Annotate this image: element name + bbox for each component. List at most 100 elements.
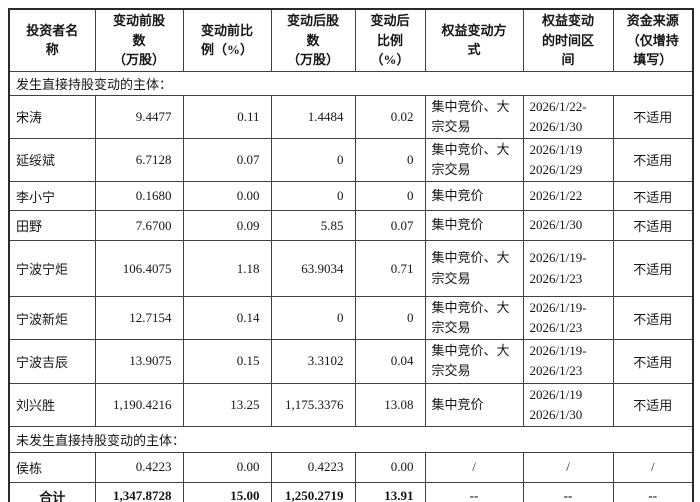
pct-before-cell: 0.14 xyxy=(182,296,272,341)
equity-change-table: 投资者名 称 变动前股 数 （万股） 变动前比 例（%） 变动后股 数 （万股）… xyxy=(8,8,694,502)
section-row-changed: 发生直接持股变动的主体： xyxy=(8,70,694,96)
shares-before-cell: 1,190.4216 xyxy=(94,382,184,427)
method-total-cell: -- xyxy=(424,481,524,502)
method-cell: 集中竞价 xyxy=(424,382,524,427)
period-cell: 2026/1/22- 2026/1/30 xyxy=(522,94,614,139)
method-cell: 集中竞价、大 宗交易 xyxy=(424,137,524,183)
col-header-shares-after: 变动后股 数 （万股） xyxy=(270,8,356,72)
shares-before-cell: 106.4075 xyxy=(94,240,184,298)
table-row: 李小宁 0.1680 0.00 0 0 集中竞价 2026/1/22 不适用 xyxy=(8,181,694,212)
total-label-cell: 合计 xyxy=(8,481,96,502)
source-total-cell: -- xyxy=(612,481,694,502)
method-cell: 集中竞价、大 宗交易 xyxy=(424,296,524,341)
pct-before-cell: 0.07 xyxy=(182,137,272,183)
shares-after-cell: 63.9034 xyxy=(270,240,356,298)
pct-before-cell: 13.25 xyxy=(182,382,272,427)
pct-after-cell: 0 xyxy=(354,296,426,341)
col-header-pct-before: 变动前比 例（%） xyxy=(182,8,272,72)
section-label-unchanged: 未发生直接持股变动的主体： xyxy=(8,425,694,453)
investor-name-cell: 延绥斌 xyxy=(8,137,96,183)
source-cell: 不适用 xyxy=(612,339,694,384)
period-cell: / xyxy=(522,451,614,483)
table-row: 侯栋 0.4223 0.00 0.4223 0.00 / / / xyxy=(8,451,694,483)
pct-before-cell: 0.11 xyxy=(182,94,272,139)
source-cell: 不适用 xyxy=(612,240,694,298)
pct-before-total-cell: 15.00 xyxy=(182,481,272,502)
shares-after-cell: 1.4484 xyxy=(270,94,356,139)
col-header-shares-before: 变动前股 数 （万股） xyxy=(94,8,184,72)
period-cell: 2026/1/19 2026/1/30 xyxy=(522,382,614,427)
investor-name-cell: 李小宁 xyxy=(8,181,96,212)
pct-after-cell: 0.71 xyxy=(354,240,426,298)
pct-after-cell: 0.04 xyxy=(354,339,426,384)
method-cell: 集中竞价 xyxy=(424,210,524,242)
table-row: 宁波新炬 12.7154 0.14 0 0 集中竞价、大 宗交易 2026/1/… xyxy=(8,296,694,341)
shares-after-cell: 3.3102 xyxy=(270,339,356,384)
table-row: 宁波宁炬 106.4075 1.18 63.9034 0.71 集中竞价、大 宗… xyxy=(8,240,694,298)
shares-after-cell: 1,175.3376 xyxy=(270,382,356,427)
period-cell: 2026/1/22 xyxy=(522,181,614,212)
investor-name-cell: 刘兴胜 xyxy=(8,382,96,427)
shares-before-cell: 9.4477 xyxy=(94,94,184,139)
pct-after-cell: 13.08 xyxy=(354,382,426,427)
shares-after-cell: 0.4223 xyxy=(270,451,356,483)
shares-before-cell: 13.9075 xyxy=(94,339,184,384)
pct-after-total-cell: 13.91 xyxy=(354,481,426,502)
shares-after-cell: 0 xyxy=(270,181,356,212)
investor-name-cell: 宁波宁炬 xyxy=(8,240,96,298)
method-cell: / xyxy=(424,451,524,483)
col-header-pct-after: 变动后 比例 （%） xyxy=(354,8,426,72)
pct-after-cell: 0.02 xyxy=(354,94,426,139)
period-cell: 2026/1/19 2026/1/29 xyxy=(522,137,614,183)
table-row: 宋涛 9.4477 0.11 1.4484 0.02 集中竞价、大 宗交易 20… xyxy=(8,94,694,139)
source-cell: 不适用 xyxy=(612,210,694,242)
pct-before-cell: 0.15 xyxy=(182,339,272,384)
col-header-fund-source: 资金来源 （仅增持 填写） xyxy=(612,8,694,72)
table-row: 田野 7.6700 0.09 5.85 0.07 集中竞价 2026/1/30 … xyxy=(8,210,694,242)
col-header-investor-name: 投资者名 称 xyxy=(8,8,96,72)
pct-before-cell: 0.09 xyxy=(182,210,272,242)
shares-before-cell: 6.7128 xyxy=(94,137,184,183)
period-cell: 2026/1/19- 2026/1/23 xyxy=(522,240,614,298)
shares-after-cell: 0 xyxy=(270,137,356,183)
total-row: 合计 1,347.8728 15.00 1,250.2719 13.91 -- … xyxy=(8,481,694,502)
pct-before-cell: 0.00 xyxy=(182,451,272,483)
source-cell: 不适用 xyxy=(612,181,694,212)
shares-after-total-cell: 1,250.2719 xyxy=(270,481,356,502)
col-header-change-method: 权益变动方 式 xyxy=(424,8,524,72)
pct-before-cell: 1.18 xyxy=(182,240,272,298)
period-cell: 2026/1/19- 2026/1/23 xyxy=(522,296,614,341)
table-row: 刘兴胜 1,190.4216 13.25 1,175.3376 13.08 集中… xyxy=(8,382,694,427)
investor-name-cell: 侯栋 xyxy=(8,451,96,483)
source-cell: / xyxy=(612,451,694,483)
investor-name-cell: 宁波吉辰 xyxy=(8,339,96,384)
method-cell: 集中竞价、大 宗交易 xyxy=(424,94,524,139)
source-cell: 不适用 xyxy=(612,94,694,139)
table-row: 延绥斌 6.7128 0.07 0 0 集中竞价、大 宗交易 2026/1/19… xyxy=(8,137,694,183)
shares-before-total-cell: 1,347.8728 xyxy=(94,481,184,502)
pct-after-cell: 0.00 xyxy=(354,451,426,483)
method-cell: 集中竞价、大 宗交易 xyxy=(424,339,524,384)
shares-before-cell: 0.1680 xyxy=(94,181,184,212)
col-header-change-period: 权益变动 的时间区 间 xyxy=(522,8,614,72)
shares-before-cell: 0.4223 xyxy=(94,451,184,483)
period-total-cell: -- xyxy=(522,481,614,502)
method-cell: 集中竞价 xyxy=(424,181,524,212)
source-cell: 不适用 xyxy=(612,296,694,341)
shares-after-cell: 0 xyxy=(270,296,356,341)
investor-name-cell: 宋涛 xyxy=(8,94,96,139)
pct-before-cell: 0.00 xyxy=(182,181,272,212)
source-cell: 不适用 xyxy=(612,382,694,427)
shares-before-cell: 12.7154 xyxy=(94,296,184,341)
shares-before-cell: 7.6700 xyxy=(94,210,184,242)
pct-after-cell: 0 xyxy=(354,181,426,212)
header-row: 投资者名 称 变动前股 数 （万股） 变动前比 例（%） 变动后股 数 （万股）… xyxy=(8,8,694,72)
period-cell: 2026/1/30 xyxy=(522,210,614,242)
period-cell: 2026/1/19- 2026/1/23 xyxy=(522,339,614,384)
investor-name-cell: 宁波新炬 xyxy=(8,296,96,341)
table-row: 宁波吉辰 13.9075 0.15 3.3102 0.04 集中竞价、大 宗交易… xyxy=(8,339,694,384)
pct-after-cell: 0.07 xyxy=(354,210,426,242)
investor-name-cell: 田野 xyxy=(8,210,96,242)
shares-after-cell: 5.85 xyxy=(270,210,356,242)
